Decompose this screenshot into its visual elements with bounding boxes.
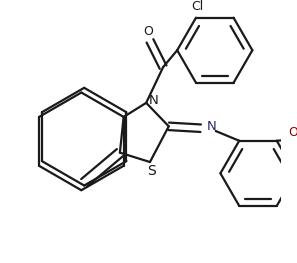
Text: N: N (149, 94, 159, 107)
Text: N: N (207, 120, 217, 133)
Text: S: S (147, 164, 156, 178)
Text: O: O (143, 25, 153, 38)
Text: Cl: Cl (192, 0, 204, 13)
Text: O: O (289, 126, 297, 139)
